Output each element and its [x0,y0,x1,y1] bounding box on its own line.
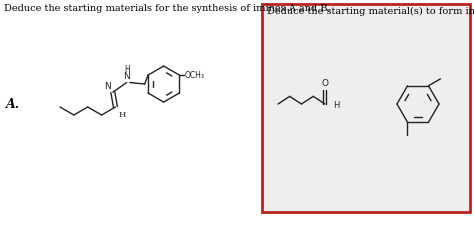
Text: H: H [118,111,126,119]
Bar [262,4,470,212]
Text: OCH₃: OCH₃ [184,71,204,80]
Text: Deduce the starting material(s) to form imine A.: Deduce the starting material(s) to form … [267,7,474,16]
Text: O: O [321,79,328,88]
Text: A.: A. [6,98,20,110]
Text: H: H [333,101,339,110]
Text: N: N [104,82,111,91]
Text: Deduce the starting materials for the synthesis of imines A and B.: Deduce the starting materials for the sy… [4,4,331,13]
Text: N: N [123,73,130,81]
Text: H: H [124,66,129,75]
